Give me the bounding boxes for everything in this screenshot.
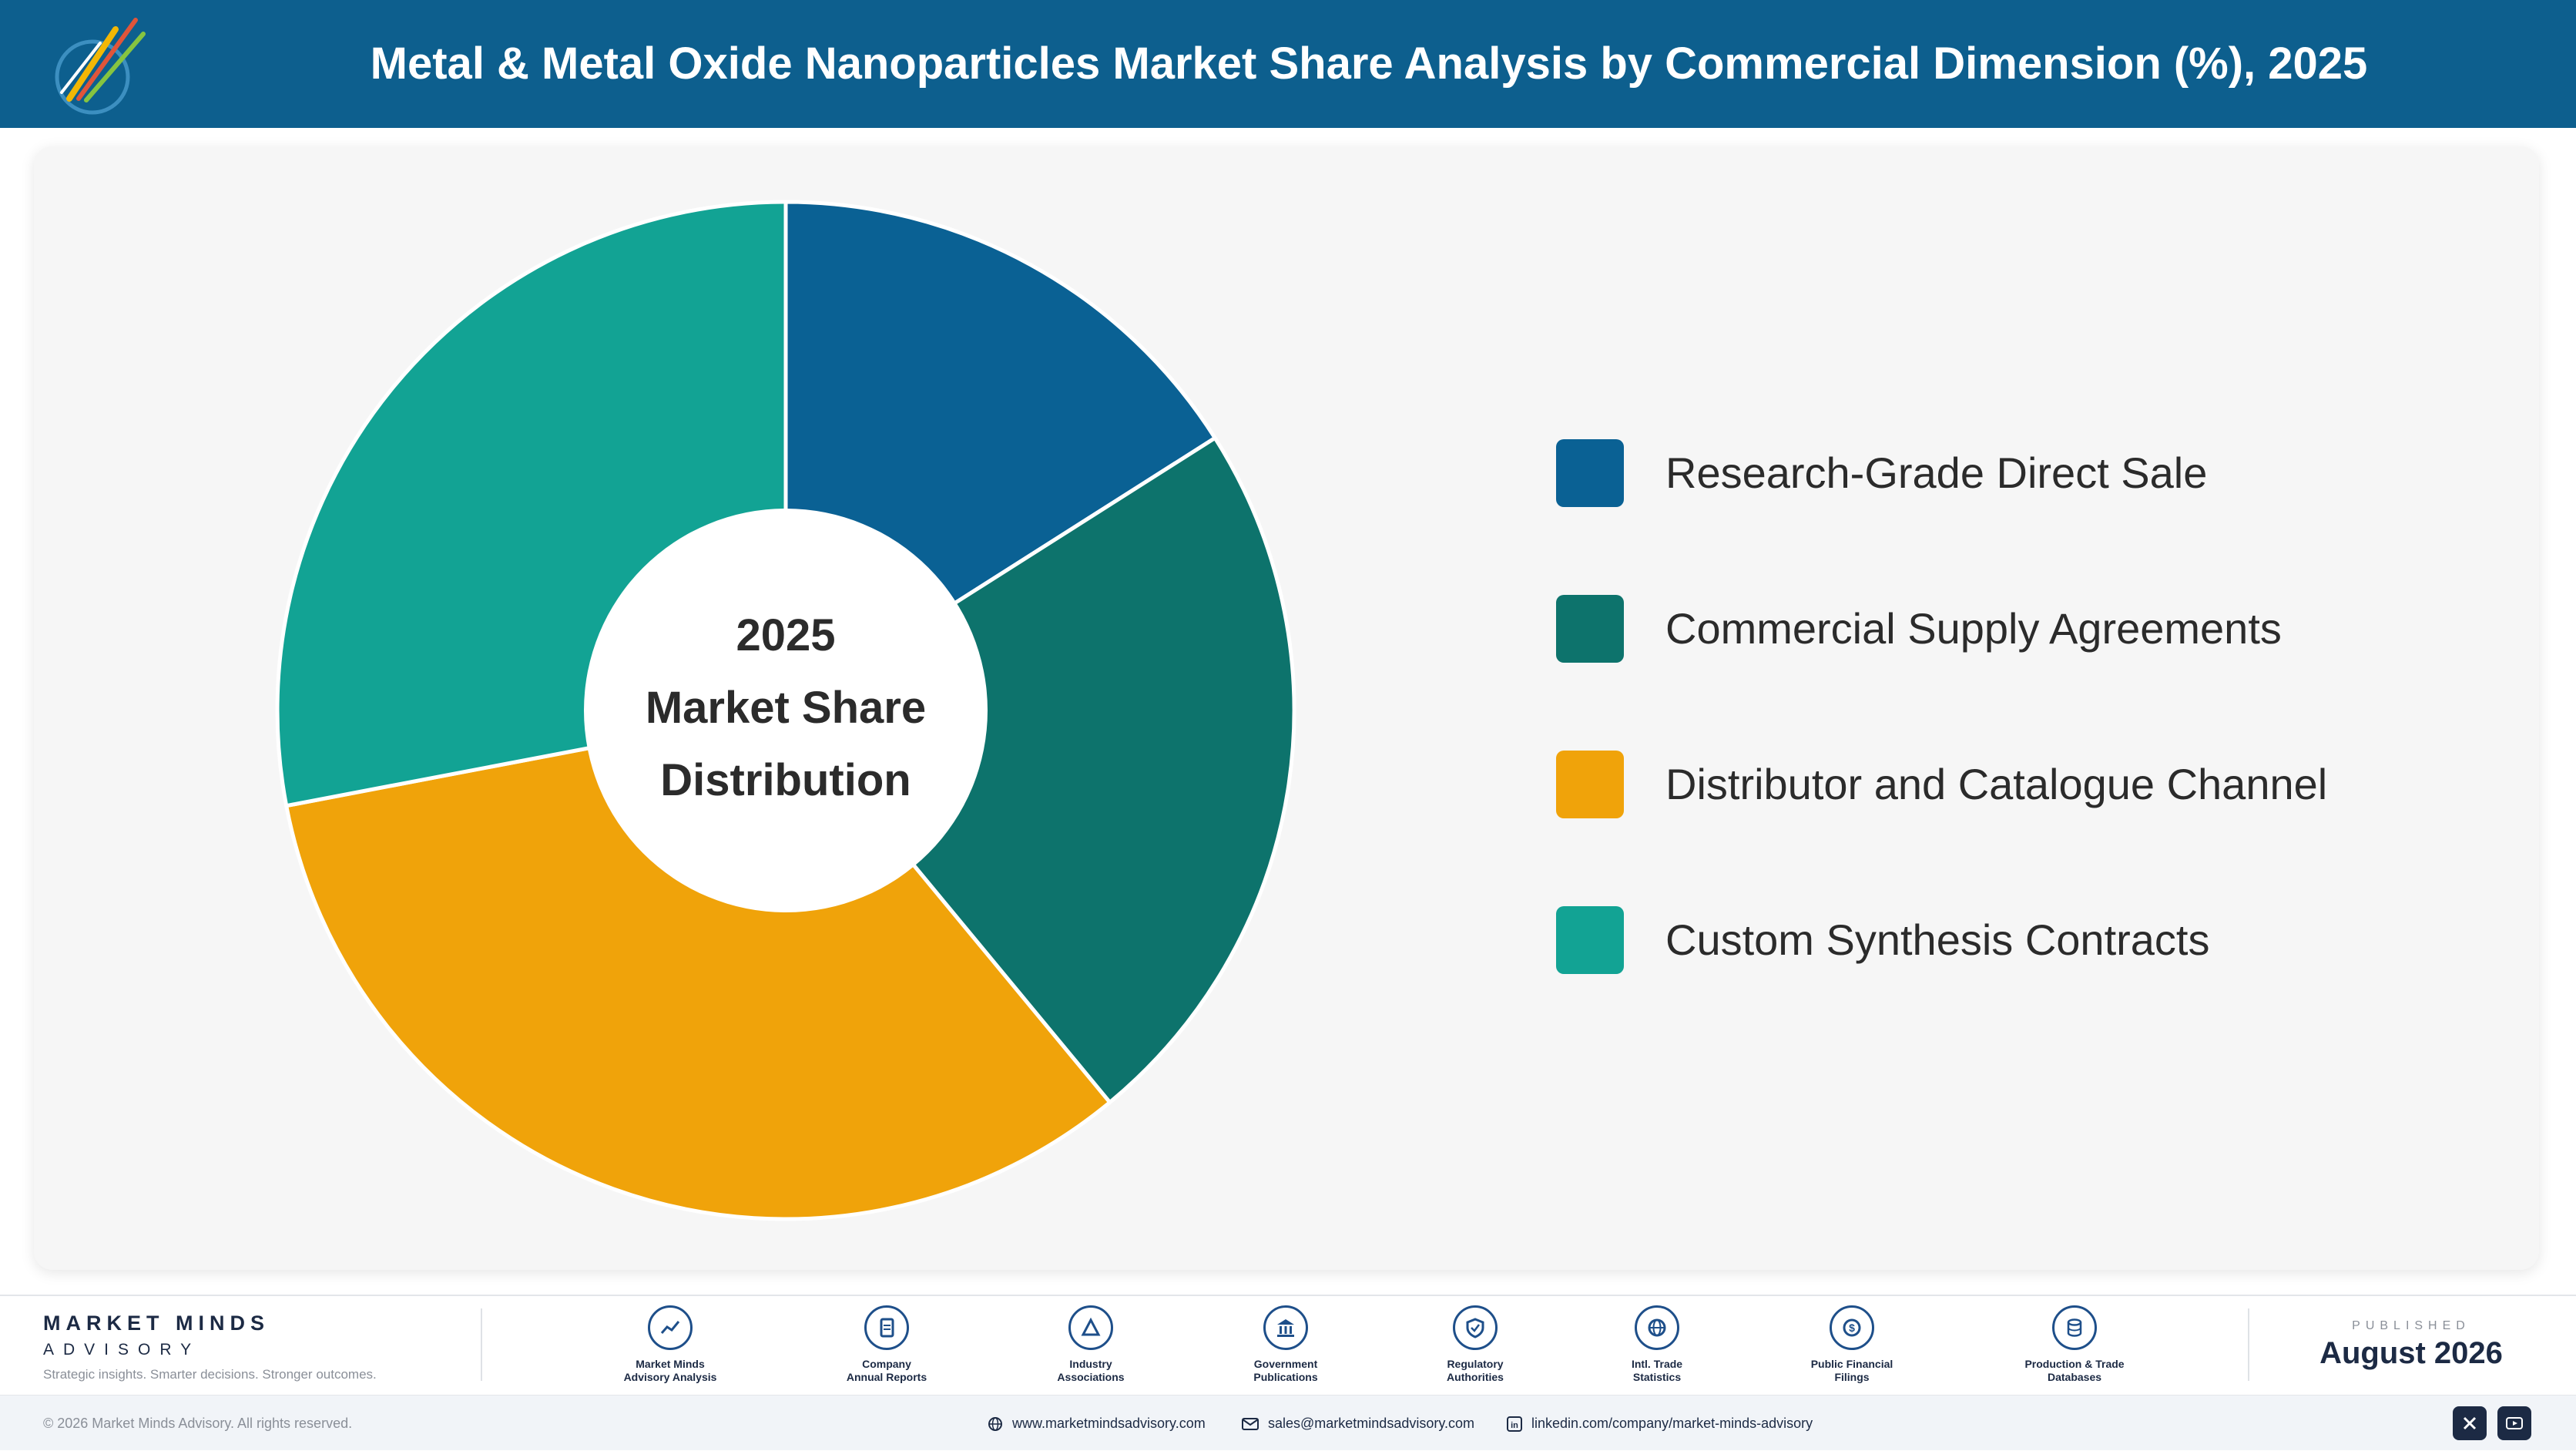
document-icon	[864, 1305, 909, 1350]
source-item: Company Annual Reports	[810, 1305, 964, 1384]
divider	[2248, 1308, 2249, 1381]
header-bar: Metal & Metal Oxide Nanoparticles Market…	[0, 0, 2576, 128]
donut-chart: 2025 Market Share Distribution	[277, 202, 1296, 1221]
source-label-line2: Filings	[1834, 1371, 1870, 1383]
source-label-line1: Public Financial	[1810, 1358, 1893, 1370]
email-link[interactable]: sales@marketmindsadvisory.com	[1242, 1396, 1474, 1451]
company-logo-icon	[55, 18, 146, 115]
source-label-line2: Publications	[1253, 1371, 1318, 1383]
source-label-line1: Production & Trade	[2024, 1358, 2125, 1370]
trend-line-icon	[648, 1305, 693, 1350]
source-item: Industry Associations	[1014, 1305, 1168, 1384]
donut-slice-3	[283, 708, 1113, 1221]
source-item: $ Public Financial Filings	[1775, 1305, 1929, 1384]
center-label-line3: Distribution	[660, 755, 911, 805]
linkedin-icon: in	[1507, 1416, 1522, 1433]
source-label-line2: Authorities	[1447, 1371, 1504, 1383]
globe-icon	[988, 1417, 1002, 1432]
government-building-icon	[1263, 1305, 1308, 1350]
linkedin-text: linkedin.com/company/market-minds-adviso…	[1531, 1416, 1813, 1431]
brand-subtitle: ADVISORY	[43, 1341, 201, 1359]
legend-swatch	[1556, 906, 1624, 974]
copyright-text: © 2026 Market Minds Advisory. All rights…	[43, 1416, 353, 1431]
source-label-line2: Databases	[2047, 1371, 2102, 1383]
shield-check-icon	[1453, 1305, 1498, 1350]
center-label-year: 2025	[736, 610, 835, 660]
donut-slice-2	[783, 435, 1296, 1106]
donut-hole	[584, 509, 988, 912]
bottom-bar: © 2026 Market Minds Advisory. All rights…	[0, 1395, 2576, 1450]
svg-text:in: in	[1511, 1421, 1518, 1430]
legend-swatch	[1556, 751, 1624, 818]
brand-tagline: Strategic insights. Smarter decisions. S…	[43, 1367, 377, 1382]
legend-item: Distributor and Catalogue Channel	[1556, 751, 2480, 818]
chart-title: Metal & Metal Oxide Nanoparticles Market…	[370, 39, 2368, 89]
dollar-coin-icon: $	[1830, 1305, 1874, 1350]
source-label-line1: Company	[862, 1358, 911, 1370]
published-date: August 2026	[2319, 1336, 2503, 1370]
footer: MARKET MINDS ADVISORY Strategic insights…	[0, 1295, 2576, 1395]
legend-swatch	[1556, 595, 1624, 663]
center-label-line2: Market Share	[646, 683, 926, 733]
legend-label: Custom Synthesis Contracts	[1665, 915, 2210, 964]
mail-icon	[1242, 1418, 1259, 1431]
source-label-line2: Advisory Analysis	[623, 1371, 717, 1383]
linkedin-link[interactable]: in linkedin.com/company/market-minds-advi…	[1507, 1396, 1813, 1451]
source-item: Production & Trade Databases	[1997, 1305, 2152, 1384]
website-link[interactable]: www.marketmindsadvisory.com	[988, 1396, 1206, 1451]
source-label-line1: Intl. Trade	[1631, 1358, 1683, 1370]
source-label-line2: Annual Reports	[846, 1371, 927, 1383]
source-label-line1: Government	[1253, 1358, 1318, 1370]
legend-item: Commercial Supply Agreements	[1556, 595, 2480, 663]
legend-label: Commercial Supply Agreements	[1665, 604, 2282, 653]
brand-name: MARKET MINDS	[43, 1312, 270, 1335]
source-item: Market Minds Advisory Analysis	[593, 1305, 747, 1384]
source-label-line2: Statistics	[1632, 1371, 1682, 1383]
source-item: Intl. Trade Statistics	[1580, 1305, 1734, 1384]
legend-item: Custom Synthesis Contracts	[1556, 906, 2480, 974]
website-text: www.marketmindsadvisory.com	[1012, 1416, 1206, 1431]
network-icon	[1068, 1305, 1113, 1350]
legend-swatch	[1556, 439, 1624, 507]
source-label-line1: Industry	[1069, 1358, 1112, 1370]
divider	[481, 1308, 482, 1381]
youtube-icon[interactable]	[2497, 1406, 2531, 1440]
source-item: Regulatory Authorities	[1398, 1305, 1552, 1384]
legend-label: Distributor and Catalogue Channel	[1665, 760, 2328, 808]
email-text: sales@marketmindsadvisory.com	[1268, 1416, 1475, 1431]
source-label-line2: Associations	[1057, 1371, 1125, 1383]
legend-label: Research-Grade Direct Sale	[1665, 448, 2208, 497]
source-label-line1: Market Minds	[636, 1358, 705, 1370]
source-item: Government Publications	[1209, 1305, 1363, 1384]
database-icon	[2052, 1305, 2097, 1350]
x-icon[interactable]	[2453, 1406, 2487, 1440]
published-label: PUBLISHED	[2352, 1319, 2470, 1332]
svg-text:$: $	[1849, 1322, 1855, 1334]
legend-item: Research-Grade Direct Sale	[1556, 439, 2480, 507]
source-label-line1: Regulatory	[1447, 1358, 1504, 1370]
globe-icon	[1635, 1305, 1679, 1350]
